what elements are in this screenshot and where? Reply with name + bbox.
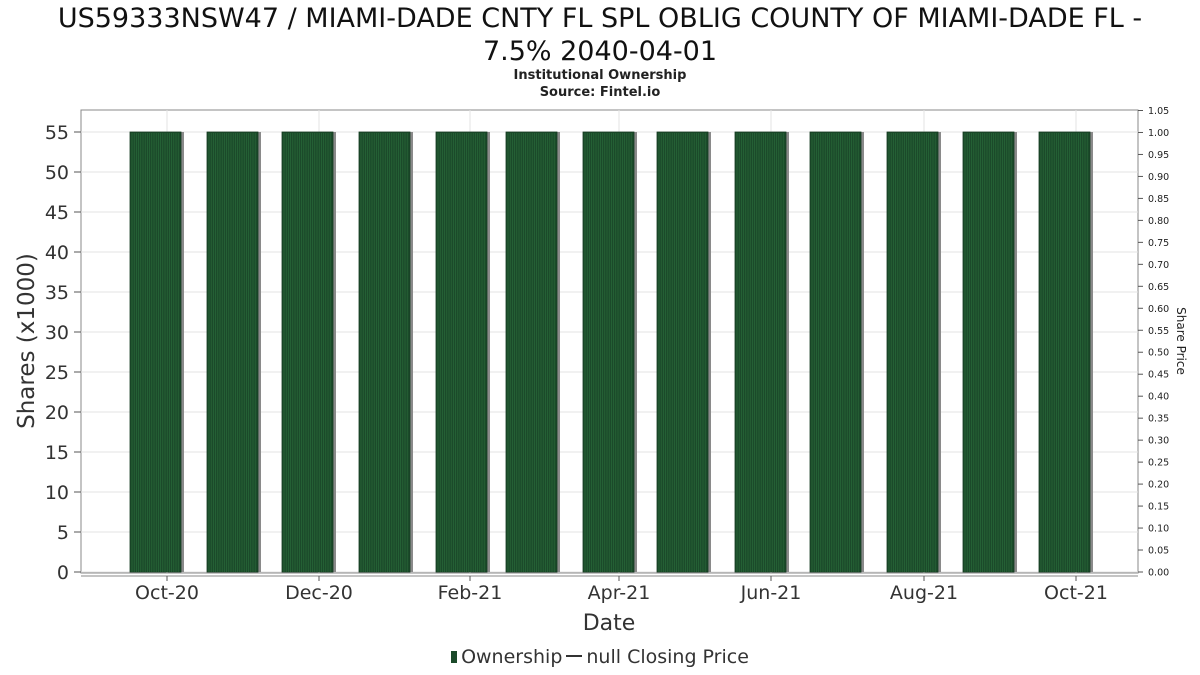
bar-shadow: [557, 132, 560, 572]
chart-subtitle: Institutional Ownership: [513, 68, 687, 83]
chart-legend: Ownership null Closing Price: [0, 646, 1200, 668]
y2-tick-label: 0.75: [1148, 238, 1169, 249]
bar-ownership: [962, 131, 1015, 573]
bar-ownership: [809, 131, 862, 573]
y2-tick-label: 0.65: [1148, 282, 1169, 293]
bar-shadow: [634, 132, 637, 572]
bar-ownership: [505, 131, 558, 573]
y-tick-label: 30: [45, 322, 69, 344]
bar-shadow: [487, 132, 490, 572]
y2-tick-label: 0.05: [1148, 546, 1169, 557]
y2-tick-label: 0.70: [1148, 260, 1169, 271]
y2-tick-label: 0.25: [1148, 458, 1169, 469]
bar-ownership: [358, 131, 411, 573]
bar-shadow: [861, 132, 864, 572]
y2-tick-label: 0.90: [1148, 172, 1169, 183]
bar-ownership: [734, 131, 787, 573]
x-axis: Oct-20 Dec-20 Feb-21 Apr-21 Jun-21 Aug-21 Oct-…: [81, 575, 1138, 604]
y-axis-left: 0 5 10 15 20 25 30 35 40 45 50 55: [45, 122, 81, 584]
chart-title: US59333NSW47 / MIAMI-DADE CNTY FL SPL OB…: [0, 2, 1200, 68]
bar-shadow: [333, 132, 336, 572]
y-tick-label: 25: [45, 362, 69, 384]
bar-shadow: [258, 132, 261, 572]
x-tick-label: Feb-21: [438, 582, 503, 604]
legend-ownership-swatch: [451, 651, 458, 663]
y2-axis-label: Share Price: [1174, 307, 1188, 375]
x-axis-label: Date: [583, 611, 636, 636]
y-tick-label: 10: [45, 482, 69, 504]
bar-shadow: [181, 132, 184, 572]
y-axis-right: 0.00 0.05 0.10 0.15 0.20 0.25 0.30 0.35 0.40 0.45…: [1138, 106, 1169, 579]
chart-source: Source: Fintel.io: [539, 85, 661, 100]
y-tick-label: 50: [45, 162, 69, 184]
bar-shadow: [410, 132, 413, 572]
x-tick-label: Oct-21: [1044, 582, 1108, 604]
y-tick-label: 5: [57, 522, 69, 544]
y2-tick-label: 0.95: [1148, 150, 1169, 161]
bar-shadow: [708, 132, 711, 572]
bar-shadow: [1090, 132, 1093, 572]
bar-ownership: [281, 131, 334, 573]
y2-tick-label: 0.30: [1148, 436, 1169, 447]
y2-tick-label: 0.40: [1148, 392, 1169, 403]
bar-shadow: [938, 132, 941, 572]
bar-ownership: [886, 131, 939, 573]
legend-price-label: null Closing Price: [586, 646, 749, 668]
bar-shadow: [786, 132, 789, 572]
bar-shadow: [1014, 132, 1017, 572]
legend-ownership-label: Ownership: [461, 646, 563, 668]
y2-tick-label: 0.60: [1148, 304, 1169, 315]
bar-ownership: [582, 131, 635, 573]
chart-title-line-1: US59333NSW47 / MIAMI-DADE CNTY FL SPL OB…: [57, 3, 1143, 34]
legend-price-line: [566, 655, 583, 657]
bar-ownership: [1038, 131, 1091, 573]
y2-tick-label: 0.00: [1148, 568, 1169, 579]
y2-tick-label: 1.05: [1148, 106, 1169, 117]
y2-tick-label: 0.20: [1148, 480, 1169, 491]
y-tick-label: 20: [45, 402, 69, 424]
y2-tick-label: 1.00: [1148, 128, 1169, 139]
y2-tick-label: 0.80: [1148, 216, 1169, 227]
x-tick-label: Oct-20: [135, 582, 199, 604]
bar-ownership: [435, 131, 488, 573]
bar-ownership: [656, 131, 709, 573]
y-tick-label: 15: [45, 442, 69, 464]
y-tick-label: 55: [45, 122, 69, 144]
y2-tick-label: 0.35: [1148, 414, 1169, 425]
chart-title-line-2: 7.5% 2040-04-01: [482, 36, 718, 67]
bar-ownership: [129, 131, 182, 573]
x-tick-label: Dec-20: [285, 582, 353, 604]
bar-ownership: [206, 131, 259, 573]
y2-tick-label: 0.45: [1148, 370, 1169, 381]
y-tick-label: 35: [45, 282, 69, 304]
y2-tick-label: 0.85: [1148, 194, 1169, 205]
y-tick-label: 40: [45, 242, 69, 264]
y-axis-label: Shares (x1000): [14, 253, 40, 429]
y2-tick-label: 0.55: [1148, 326, 1169, 337]
y-tick-label: 0: [57, 562, 69, 584]
x-tick-label: Apr-21: [588, 582, 651, 604]
y2-tick-label: 0.50: [1148, 348, 1169, 359]
bar-series-ownership: [129, 131, 1093, 573]
y-tick-label: 45: [45, 202, 69, 224]
x-tick-label: Aug-21: [890, 582, 958, 604]
y2-tick-label: 0.10: [1148, 524, 1169, 535]
y2-tick-label: 0.15: [1148, 502, 1169, 513]
x-tick-label: Jun-21: [740, 582, 802, 604]
